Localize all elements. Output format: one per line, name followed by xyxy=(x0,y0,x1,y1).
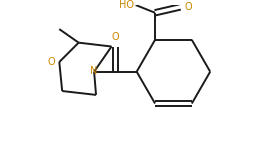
Text: O: O xyxy=(48,57,55,67)
Text: O: O xyxy=(184,2,192,12)
Text: HO: HO xyxy=(119,0,134,10)
Text: O: O xyxy=(112,32,119,42)
Text: N: N xyxy=(90,66,98,76)
